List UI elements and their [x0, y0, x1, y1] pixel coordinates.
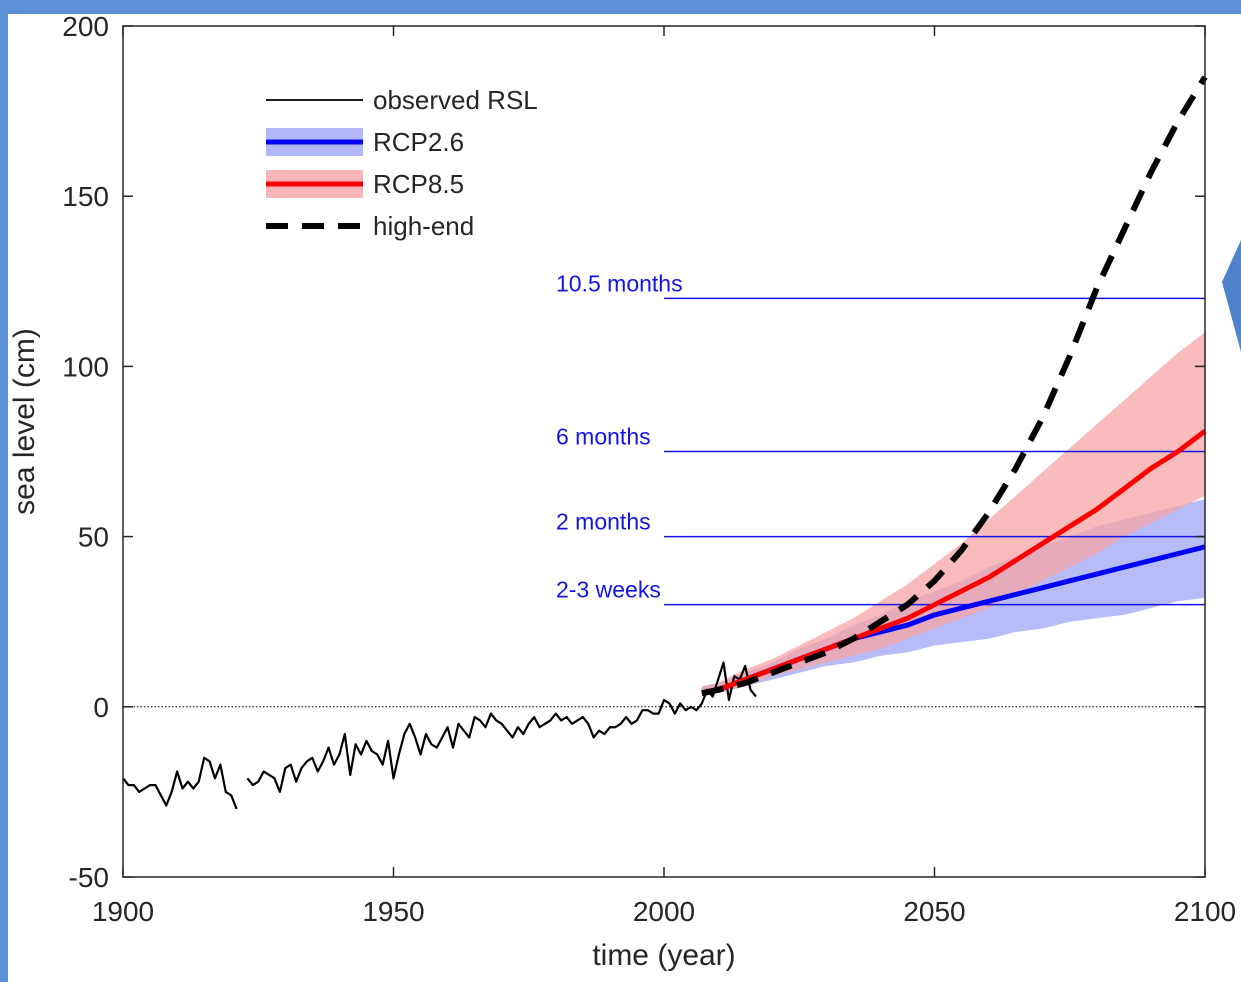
- y-tick-label-0: -50: [69, 862, 109, 893]
- legend-label-rcp8-5: RCP8.5: [373, 169, 464, 199]
- observed-rsl-line-0: [122, 756, 238, 810]
- figure-frame: 10.5 months 6 months 2 months 2-3 weeks 190…: [8, 14, 1241, 982]
- threshold-label-2: 2 months: [556, 509, 651, 535]
- x-tick-label-3: 2050: [903, 896, 965, 927]
- x-tick-label-0: 1900: [92, 896, 154, 927]
- y-tick-label-3: 100: [62, 351, 109, 382]
- pointer-triangle-decoration: [1222, 240, 1241, 352]
- observed-rsl-line-1: [246, 661, 757, 794]
- y-axis-label: sea level (cm): [8, 328, 41, 515]
- y-tick-label-5: 200: [62, 14, 109, 42]
- threshold-label-0: 10.5 months: [556, 270, 683, 296]
- series-line-high-end: [701, 75, 1208, 697]
- legend-label-observed-rsl: observed RSL: [373, 85, 538, 115]
- y-tick-label-2: 50: [78, 522, 109, 553]
- y-tick-label-4: 150: [62, 181, 109, 212]
- threshold-label-3: 2-3 weeks: [556, 577, 661, 603]
- x-tick-label-4: 2100: [1174, 896, 1236, 927]
- x-tick-label-1: 1950: [362, 896, 424, 927]
- threshold-label-1: 6 months: [556, 424, 651, 450]
- sea-level-chart: 10.5 months 6 months 2 months 2-3 weeks 190…: [8, 14, 1241, 972]
- legend-label-high-end: high-end: [373, 211, 474, 241]
- legend-label-rcp2-6: RCP2.6: [373, 127, 464, 157]
- series-line-rcp8-5: [701, 429, 1207, 696]
- y-tick-label-1: 0: [93, 692, 109, 723]
- x-axis-label: time (year): [592, 939, 735, 972]
- band-rcp8-5: [701, 332, 1205, 697]
- x-tick-label-2: 2000: [633, 896, 695, 927]
